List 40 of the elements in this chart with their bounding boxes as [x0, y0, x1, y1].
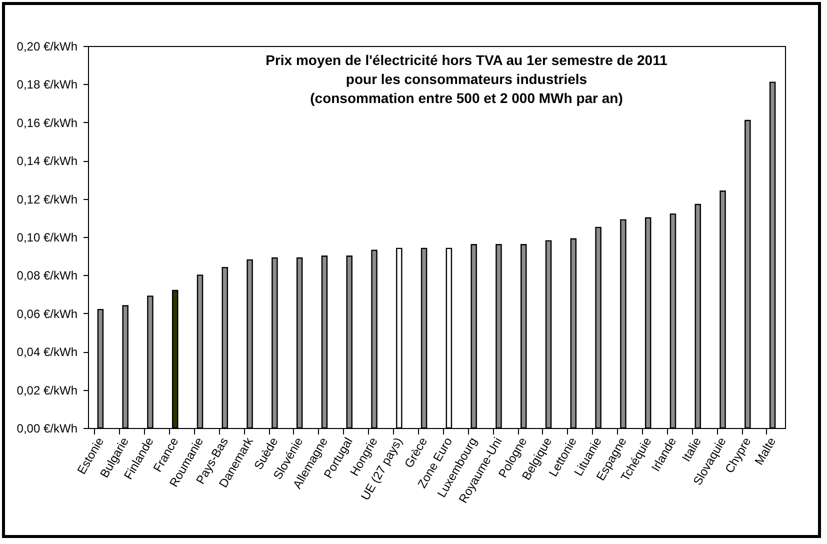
- bar: [321, 256, 328, 429]
- y-tick-label: 0,16 €/kWh: [16, 116, 78, 130]
- bar: [520, 244, 527, 429]
- y-tick-label: 0,18 €/kWh: [16, 78, 78, 92]
- bar: [496, 244, 502, 429]
- bar: [720, 190, 726, 429]
- bar: [147, 296, 154, 429]
- bar: [470, 244, 477, 429]
- bar: [620, 219, 626, 429]
- bar: [670, 213, 676, 429]
- y-tick-label: 0,00 €/kWh: [16, 422, 78, 436]
- bar: [246, 259, 253, 429]
- bar: [570, 238, 577, 429]
- bar: [196, 274, 204, 429]
- y-tick-label: 0,02 €/kWh: [16, 383, 78, 398]
- bar: [420, 248, 428, 429]
- bar: [346, 256, 352, 429]
- y-tick-label: 0,12 €/kWh: [16, 192, 78, 206]
- bar: [744, 120, 751, 429]
- y-tick-label: 0,10 €/kWh: [16, 230, 78, 244]
- y-tick-label: 0,20 €/kWh: [16, 40, 78, 54]
- text: Prix moyen de l'électricité hors TVA au 1er semestre de 2011 pour les consommateurs industriels (consommation entre 500 et 2 000 MWh par an): [266, 52, 668, 106]
- bar: [446, 248, 452, 429]
- bar: [595, 226, 602, 429]
- y-tick-label: 0,06 €/kWh: [16, 306, 78, 321]
- bar: [371, 250, 378, 429]
- bar: [769, 82, 776, 429]
- bar: [172, 290, 178, 429]
- bar: [396, 248, 402, 429]
- bar: [296, 257, 303, 429]
- y-tick-label: 0,08 €/kWh: [16, 268, 78, 283]
- bar: [222, 266, 228, 429]
- bar: [545, 240, 552, 429]
- bar: [272, 257, 278, 429]
- bar: [97, 308, 104, 429]
- bar: [694, 204, 701, 429]
- y-tick-label: 0,04 €/kWh: [16, 345, 78, 360]
- y-tick-label: 0,14 €/kWh: [16, 154, 78, 168]
- bar: [644, 217, 652, 429]
- bar: [122, 305, 128, 429]
